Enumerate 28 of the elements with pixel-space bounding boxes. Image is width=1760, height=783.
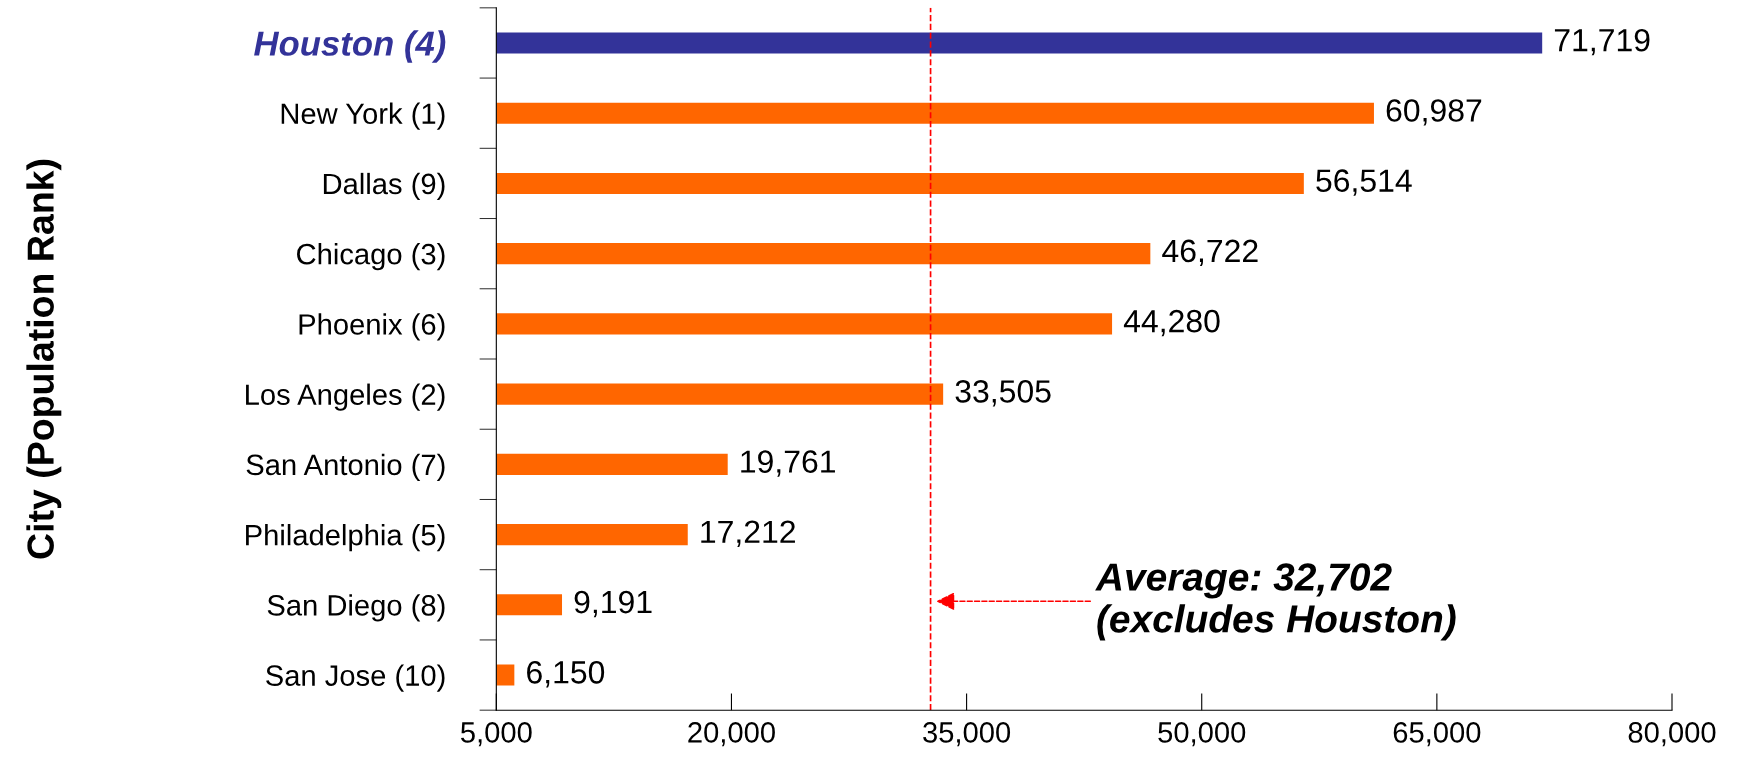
y-tick-label: San Antonio (7) [246, 453, 445, 481]
data-label: 60,987 [1386, 99, 1482, 126]
data-label: 6,150 [527, 661, 605, 688]
data-label: 9,191 [574, 590, 652, 618]
x-tick-label: 5,000 [461, 722, 532, 747]
y-tick-label: Phoenix (6) [299, 313, 445, 341]
x-tick-label: 35,000 [923, 722, 1011, 747]
y-tick-label: New York (1) [281, 102, 445, 130]
x-tick-label: 65,000 [1393, 722, 1481, 747]
y-tick-label: Chicago (3) [297, 243, 445, 271]
data-label: 33,505 [955, 380, 1051, 407]
y-tick-label: Houston (4) [254, 30, 446, 63]
annotation: Average: 32,702 (excludes Houston) [1095, 563, 1456, 641]
data-label: 17,212 [701, 520, 795, 547]
data-label: 44,280 [1123, 309, 1220, 337]
y-tick-label: San Jose (10) [266, 664, 445, 692]
y-tick-label: San Diego (8) [267, 594, 445, 622]
data-label: 56,514 [1316, 169, 1412, 196]
y-tick-label: Philadelphia (5) [246, 524, 445, 552]
y-tick-label: Dallas (9) [323, 172, 445, 201]
y-axis-title: City (Population Rank) [26, 159, 62, 559]
data-label: 19,761 [741, 450, 835, 477]
y-tick-label: Los Angeles (2) [246, 383, 445, 411]
data-label: 71,719 [1554, 28, 1650, 56]
x-tick-label: 80,000 [1628, 722, 1716, 747]
x-tick-label: 20,000 [688, 722, 775, 747]
x-tick-label: 50,000 [1158, 722, 1246, 747]
data-label: 46,722 [1162, 239, 1258, 266]
